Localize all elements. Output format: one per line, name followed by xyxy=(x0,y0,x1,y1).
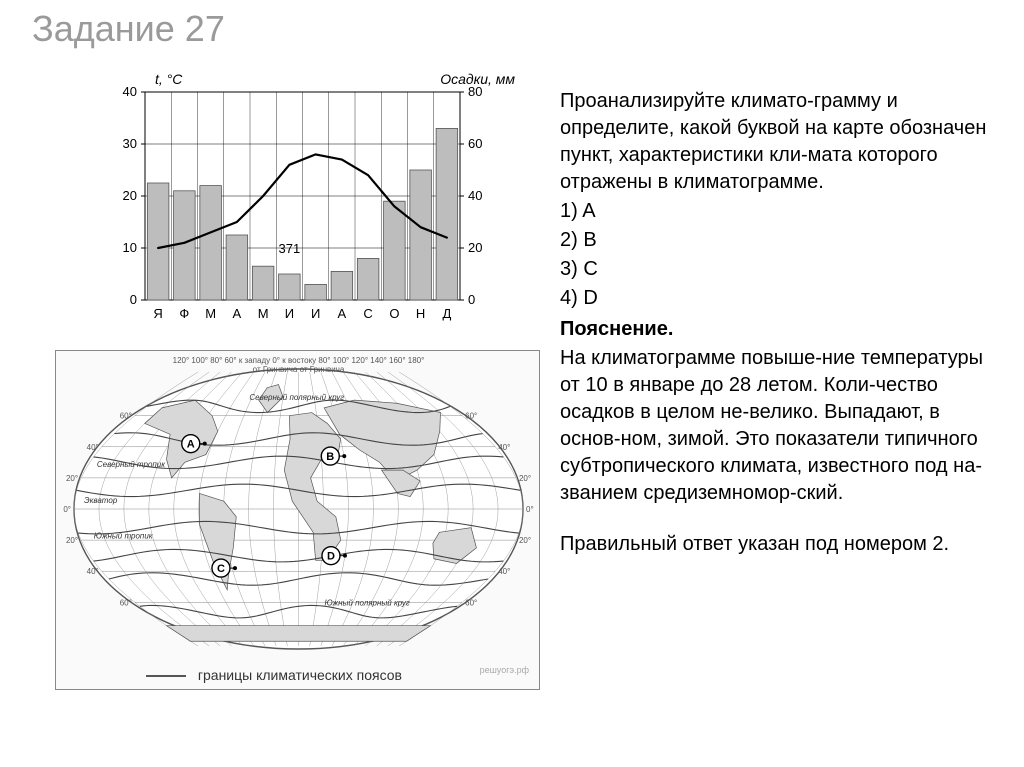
svg-text:Д: Д xyxy=(442,306,451,321)
watermark: решуогэ.рф xyxy=(480,665,529,675)
svg-text:60°: 60° xyxy=(465,412,477,421)
map-legend: границы климатических поясов xyxy=(146,667,402,683)
svg-text:Н: Н xyxy=(416,306,425,321)
svg-text:Экватор: Экватор xyxy=(84,496,118,505)
svg-text:A: A xyxy=(187,439,195,451)
svg-text:C: C xyxy=(217,563,225,575)
svg-text:М: М xyxy=(205,306,216,321)
option-b: 2) B xyxy=(560,227,1000,254)
svg-text:371: 371 xyxy=(279,241,301,256)
explanation-title: Пояснение. xyxy=(560,316,1000,343)
svg-text:Южный тропик: Южный тропик xyxy=(94,532,154,541)
page-title: Задание 27 xyxy=(32,8,225,50)
svg-text:0: 0 xyxy=(130,292,137,307)
svg-text:М: М xyxy=(258,306,269,321)
svg-text:B: B xyxy=(326,451,334,463)
option-a: 1) A xyxy=(560,198,1000,225)
svg-text:0: 0 xyxy=(468,292,475,307)
svg-text:60°: 60° xyxy=(120,598,132,607)
svg-text:20: 20 xyxy=(123,188,137,203)
svg-text:D: D xyxy=(327,551,335,563)
svg-text:С: С xyxy=(363,306,372,321)
svg-text:А: А xyxy=(338,306,347,321)
question-text: Проанализируйте климато-грамму и определ… xyxy=(560,88,1000,560)
option-c: 3) C xyxy=(560,256,1000,283)
svg-text:20: 20 xyxy=(468,240,482,255)
explanation-body: На климатограмме повыше-ние температуры … xyxy=(560,345,1000,507)
svg-text:60°: 60° xyxy=(465,598,477,607)
svg-text:Северный тропик: Северный тропик xyxy=(97,460,166,469)
svg-text:30: 30 xyxy=(123,136,137,151)
svg-text:Ф: Ф xyxy=(179,306,189,321)
svg-text:И: И xyxy=(311,306,320,321)
correct-answer: Правильный ответ указан под номером 2. xyxy=(560,531,1000,558)
svg-text:40°: 40° xyxy=(87,443,99,452)
svg-text:60°: 60° xyxy=(120,412,132,421)
svg-text:60: 60 xyxy=(468,136,482,151)
legend-line-icon xyxy=(146,675,186,677)
svg-text:40: 40 xyxy=(468,188,482,203)
svg-text:0°: 0° xyxy=(526,505,534,514)
svg-text:0°: 0° xyxy=(63,505,71,514)
question-prompt: Проанализируйте климато-грамму и определ… xyxy=(560,88,1000,196)
svg-text:Южный полярный круг: Южный полярный круг xyxy=(324,599,409,608)
svg-text:40°: 40° xyxy=(498,443,510,452)
svg-text:t, °C: t, °C xyxy=(155,71,183,87)
svg-text:Северный полярный круг: Северный полярный круг xyxy=(249,393,344,402)
svg-text:120° 100° 80° 60° к западу 0°: 120° 100° 80° 60° к западу 0° к востоку … xyxy=(173,356,425,365)
svg-text:20°: 20° xyxy=(519,536,531,545)
svg-text:20°: 20° xyxy=(66,474,78,483)
svg-text:от Гринвича от Гринвича: от Гринвича от Гринвича xyxy=(253,365,345,374)
svg-text:40°: 40° xyxy=(498,567,510,576)
svg-text:20°: 20° xyxy=(519,474,531,483)
svg-text:А: А xyxy=(233,306,242,321)
svg-text:И: И xyxy=(285,306,294,321)
option-d: 4) D xyxy=(560,285,1000,312)
svg-text:40°: 40° xyxy=(87,567,99,576)
chart-svg: 010203040020406080t, °CОсадки, ммЯФМАМИИ… xyxy=(90,70,520,330)
svg-text:20°: 20° xyxy=(66,536,78,545)
svg-text:Осадки, мм: Осадки, мм xyxy=(440,71,515,87)
answer-options: 1) A 2) B 3) C 4) D xyxy=(560,198,1000,312)
map-svg: 120° 100° 80° 60° к западу 0° к востоку … xyxy=(56,351,541,691)
legend-label: границы климатических поясов xyxy=(198,667,402,683)
svg-text:10: 10 xyxy=(123,240,137,255)
svg-text:О: О xyxy=(389,306,399,321)
svg-text:40: 40 xyxy=(123,84,137,99)
svg-text:Я: Я xyxy=(153,306,162,321)
climatogram-chart: 010203040020406080t, °CОсадки, ммЯФМАМИИ… xyxy=(90,70,520,330)
world-map: 120° 100° 80° 60° к западу 0° к востоку … xyxy=(55,350,540,690)
